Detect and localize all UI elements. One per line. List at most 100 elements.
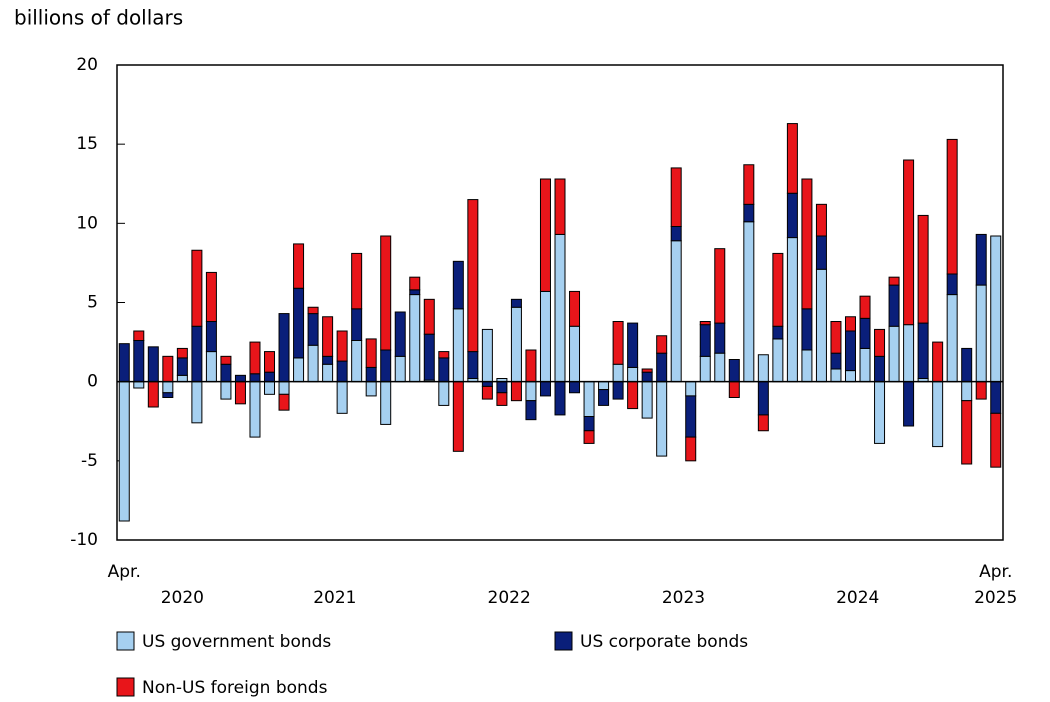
bar-segment	[932, 341, 944, 383]
bar-segment	[452, 381, 464, 452]
bar-segment	[772, 325, 784, 340]
y-tick-label: -5	[81, 451, 98, 471]
bar-segment	[932, 381, 944, 448]
bar-segment	[496, 381, 508, 394]
bar-segment	[757, 414, 769, 432]
bar-segment	[888, 284, 900, 327]
y-tick-label: 15	[76, 134, 98, 154]
bar-segment	[598, 381, 610, 391]
bar-segment	[322, 316, 334, 357]
bar-segment	[205, 321, 217, 353]
bar-segment	[147, 346, 159, 383]
bar-segment	[539, 381, 551, 397]
bar-segment	[714, 248, 726, 324]
bar-segment	[859, 317, 871, 349]
bar-segment	[961, 347, 973, 383]
bar-segment	[874, 355, 886, 383]
bar-segment	[510, 306, 522, 383]
bar-segment	[743, 221, 755, 383]
bar-segment	[656, 352, 668, 383]
bar-segment	[990, 412, 1002, 468]
bar-segment	[685, 436, 697, 462]
bar-segment	[917, 322, 929, 380]
bar-segment	[844, 330, 856, 372]
bar-segment	[293, 357, 305, 383]
bar-segment	[467, 351, 479, 380]
bar-segment	[249, 373, 261, 383]
x-year-label: 2025	[974, 588, 1017, 608]
bar-segment	[365, 366, 377, 383]
bar-segment	[162, 355, 174, 383]
bar-segment	[874, 328, 886, 357]
bar-segment	[946, 294, 958, 383]
y-axis-label: billions of dollars	[14, 6, 183, 30]
bar-segment	[220, 363, 232, 383]
bar-segment	[975, 381, 987, 400]
bar-segment	[641, 371, 653, 383]
bar-segment	[554, 381, 566, 416]
bar-segment	[307, 344, 319, 383]
bar-segment	[525, 381, 537, 402]
bar-segment	[467, 199, 479, 353]
bar-segment	[380, 235, 392, 351]
bar-segment	[757, 381, 769, 416]
bar-segment	[757, 354, 769, 383]
bar-segment	[351, 340, 363, 383]
bar-segment	[685, 395, 697, 438]
bar-segment	[627, 381, 639, 410]
bar-segment	[133, 381, 145, 389]
bar-segment	[133, 340, 145, 383]
bar-segment	[278, 313, 290, 383]
bar-segment	[496, 392, 508, 406]
bar-segment	[409, 294, 421, 383]
bar-segment	[539, 178, 551, 292]
bar-segment	[525, 400, 537, 421]
bar-segment	[409, 276, 421, 291]
legend-label: US government bonds	[142, 632, 331, 652]
bar-segment	[786, 192, 798, 239]
bar-segment	[452, 260, 464, 310]
bar-segment	[583, 381, 595, 417]
bar-segment	[844, 370, 856, 383]
bar-segment	[917, 214, 929, 324]
bar-segment	[481, 385, 493, 400]
bar-segment	[772, 252, 784, 327]
bar-segment	[990, 235, 1002, 383]
bar-segment	[394, 355, 406, 383]
bar-segment	[859, 295, 871, 319]
bar-segment	[162, 381, 174, 394]
bar-segment	[293, 287, 305, 359]
bar-segment	[699, 324, 711, 357]
bar-segment	[569, 381, 581, 394]
bar-segment	[249, 381, 261, 438]
bar-segment	[336, 360, 348, 383]
bar-segment	[946, 273, 958, 296]
bar-segment	[380, 381, 392, 425]
bar-segment	[612, 381, 624, 400]
bar-segment	[888, 325, 900, 383]
bar-segment	[191, 381, 203, 424]
bar-segment	[278, 393, 290, 411]
bar-segment	[801, 349, 813, 383]
bar-segment	[975, 284, 987, 383]
bar-segment	[714, 352, 726, 383]
bar-segment	[801, 308, 813, 351]
bar-segment	[336, 330, 348, 362]
bar-segment	[322, 355, 334, 365]
bar-segment	[961, 400, 973, 465]
bar-segment	[278, 381, 290, 395]
bar-segment	[220, 381, 232, 400]
bar-segment	[569, 325, 581, 383]
bar-segment	[205, 271, 217, 322]
bar-segment	[118, 381, 130, 522]
bar-segment	[176, 374, 188, 383]
bar-segment	[569, 290, 581, 327]
bar-segment	[670, 240, 682, 383]
bar-segment	[307, 306, 319, 315]
bar-segment	[815, 235, 827, 270]
x-year-label: 2022	[488, 588, 531, 608]
bar-segment	[627, 366, 639, 383]
legend-swatch	[554, 631, 573, 651]
bar-segment	[234, 374, 246, 383]
